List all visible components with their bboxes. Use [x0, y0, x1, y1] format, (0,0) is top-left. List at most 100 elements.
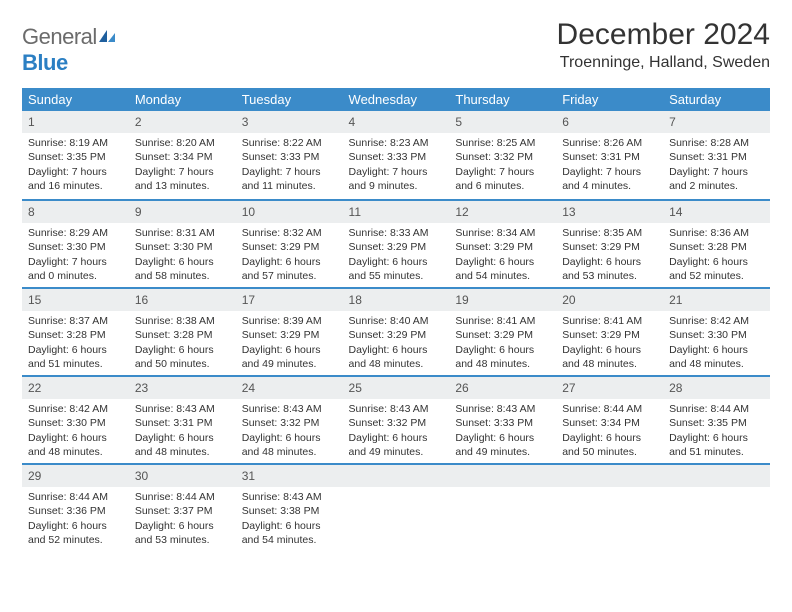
daylight-line: Daylight: 6 hours and 54 minutes. [242, 519, 337, 547]
day-body: Sunrise: 8:20 AMSunset: 3:34 PMDaylight:… [129, 133, 236, 197]
sunrise-line: Sunrise: 8:19 AM [28, 136, 123, 150]
sunrise-line: Sunrise: 8:43 AM [242, 490, 337, 504]
day-body: Sunrise: 8:23 AMSunset: 3:33 PMDaylight:… [343, 133, 450, 197]
sunrise-line: Sunrise: 8:44 AM [669, 402, 764, 416]
sunrise-line: Sunrise: 8:36 AM [669, 226, 764, 240]
calendar-day-cell: 5Sunrise: 8:25 AMSunset: 3:32 PMDaylight… [449, 111, 556, 199]
daylight-line: Daylight: 7 hours and 2 minutes. [669, 165, 764, 193]
sunrise-line: Sunrise: 8:33 AM [349, 226, 444, 240]
calendar-day-cell: 15Sunrise: 8:37 AMSunset: 3:28 PMDayligh… [22, 287, 129, 375]
day-number: 11 [343, 199, 450, 223]
day-body: Sunrise: 8:26 AMSunset: 3:31 PMDaylight:… [556, 133, 663, 197]
calendar-empty-cell [663, 463, 770, 551]
calendar-day-cell: 31Sunrise: 8:43 AMSunset: 3:38 PMDayligh… [236, 463, 343, 551]
day-number: 8 [22, 199, 129, 223]
daylight-line: Daylight: 6 hours and 52 minutes. [669, 255, 764, 283]
sunrise-line: Sunrise: 8:44 AM [135, 490, 230, 504]
month-title: December 2024 [557, 18, 770, 52]
location: Troenninge, Halland, Sweden [557, 54, 770, 72]
day-number: 7 [663, 111, 770, 133]
sunrise-line: Sunrise: 8:43 AM [135, 402, 230, 416]
sunset-line: Sunset: 3:36 PM [28, 504, 123, 518]
weekday-header-row: SundayMondayTuesdayWednesdayThursdayFrid… [22, 88, 770, 111]
calendar-day-cell: 18Sunrise: 8:40 AMSunset: 3:29 PMDayligh… [343, 287, 450, 375]
calendar-day-cell: 22Sunrise: 8:42 AMSunset: 3:30 PMDayligh… [22, 375, 129, 463]
day-number [449, 463, 556, 487]
day-body [449, 487, 556, 494]
daylight-line: Daylight: 6 hours and 49 minutes. [242, 343, 337, 371]
sunrise-line: Sunrise: 8:23 AM [349, 136, 444, 150]
calendar-day-cell: 9Sunrise: 8:31 AMSunset: 3:30 PMDaylight… [129, 199, 236, 287]
sunrise-line: Sunrise: 8:35 AM [562, 226, 657, 240]
sunset-line: Sunset: 3:34 PM [135, 150, 230, 164]
daylight-line: Daylight: 7 hours and 4 minutes. [562, 165, 657, 193]
sunset-line: Sunset: 3:28 PM [669, 240, 764, 254]
day-body: Sunrise: 8:25 AMSunset: 3:32 PMDaylight:… [449, 133, 556, 197]
sunrise-line: Sunrise: 8:25 AM [455, 136, 550, 150]
daylight-line: Daylight: 6 hours and 52 minutes. [28, 519, 123, 547]
day-number: 16 [129, 287, 236, 311]
day-body: Sunrise: 8:43 AMSunset: 3:32 PMDaylight:… [236, 399, 343, 463]
sunset-line: Sunset: 3:29 PM [455, 328, 550, 342]
sunset-line: Sunset: 3:32 PM [349, 416, 444, 430]
sunset-line: Sunset: 3:30 PM [28, 416, 123, 430]
sunset-line: Sunset: 3:29 PM [455, 240, 550, 254]
calendar-day-cell: 16Sunrise: 8:38 AMSunset: 3:28 PMDayligh… [129, 287, 236, 375]
sunset-line: Sunset: 3:33 PM [349, 150, 444, 164]
calendar-week-row: 29Sunrise: 8:44 AMSunset: 3:36 PMDayligh… [22, 463, 770, 551]
sunrise-line: Sunrise: 8:43 AM [242, 402, 337, 416]
calendar-day-cell: 19Sunrise: 8:41 AMSunset: 3:29 PMDayligh… [449, 287, 556, 375]
day-number: 15 [22, 287, 129, 311]
daylight-line: Daylight: 7 hours and 11 minutes. [242, 165, 337, 193]
daylight-line: Daylight: 6 hours and 50 minutes. [562, 431, 657, 459]
sunset-line: Sunset: 3:32 PM [242, 416, 337, 430]
daylight-line: Daylight: 6 hours and 53 minutes. [562, 255, 657, 283]
day-number: 24 [236, 375, 343, 399]
daylight-line: Daylight: 6 hours and 48 minutes. [242, 431, 337, 459]
day-body: Sunrise: 8:36 AMSunset: 3:28 PMDaylight:… [663, 223, 770, 287]
daylight-line: Daylight: 6 hours and 51 minutes. [669, 431, 764, 459]
daylight-line: Daylight: 6 hours and 58 minutes. [135, 255, 230, 283]
day-number: 18 [343, 287, 450, 311]
calendar-body: 1Sunrise: 8:19 AMSunset: 3:35 PMDaylight… [22, 111, 770, 551]
day-body: Sunrise: 8:44 AMSunset: 3:36 PMDaylight:… [22, 487, 129, 551]
sunrise-line: Sunrise: 8:40 AM [349, 314, 444, 328]
day-number: 28 [663, 375, 770, 399]
weekday-header: Wednesday [343, 88, 450, 111]
day-number: 3 [236, 111, 343, 133]
daylight-line: Daylight: 6 hours and 48 minutes. [349, 343, 444, 371]
daylight-line: Daylight: 6 hours and 50 minutes. [135, 343, 230, 371]
calendar-day-cell: 27Sunrise: 8:44 AMSunset: 3:34 PMDayligh… [556, 375, 663, 463]
sunrise-line: Sunrise: 8:26 AM [562, 136, 657, 150]
daylight-line: Daylight: 6 hours and 53 minutes. [135, 519, 230, 547]
day-body: Sunrise: 8:37 AMSunset: 3:28 PMDaylight:… [22, 311, 129, 375]
weekday-header: Monday [129, 88, 236, 111]
day-body: Sunrise: 8:43 AMSunset: 3:31 PMDaylight:… [129, 399, 236, 463]
day-number: 12 [449, 199, 556, 223]
day-body: Sunrise: 8:34 AMSunset: 3:29 PMDaylight:… [449, 223, 556, 287]
day-number: 17 [236, 287, 343, 311]
calendar-day-cell: 25Sunrise: 8:43 AMSunset: 3:32 PMDayligh… [343, 375, 450, 463]
weekday-header: Tuesday [236, 88, 343, 111]
sunset-line: Sunset: 3:33 PM [242, 150, 337, 164]
calendar-day-cell: 17Sunrise: 8:39 AMSunset: 3:29 PMDayligh… [236, 287, 343, 375]
sunset-line: Sunset: 3:30 PM [135, 240, 230, 254]
calendar-day-cell: 3Sunrise: 8:22 AMSunset: 3:33 PMDaylight… [236, 111, 343, 199]
day-number: 29 [22, 463, 129, 487]
day-body [556, 487, 663, 494]
calendar-week-row: 22Sunrise: 8:42 AMSunset: 3:30 PMDayligh… [22, 375, 770, 463]
day-number: 23 [129, 375, 236, 399]
calendar-day-cell: 12Sunrise: 8:34 AMSunset: 3:29 PMDayligh… [449, 199, 556, 287]
sunset-line: Sunset: 3:29 PM [562, 240, 657, 254]
day-number: 9 [129, 199, 236, 223]
calendar-day-cell: 4Sunrise: 8:23 AMSunset: 3:33 PMDaylight… [343, 111, 450, 199]
header: General Blue December 2024 Troenninge, H… [22, 18, 770, 76]
sunrise-line: Sunrise: 8:43 AM [349, 402, 444, 416]
weekday-header: Thursday [449, 88, 556, 111]
weekday-header: Friday [556, 88, 663, 111]
calendar-week-row: 1Sunrise: 8:19 AMSunset: 3:35 PMDaylight… [22, 111, 770, 199]
calendar-day-cell: 6Sunrise: 8:26 AMSunset: 3:31 PMDaylight… [556, 111, 663, 199]
day-body: Sunrise: 8:42 AMSunset: 3:30 PMDaylight:… [663, 311, 770, 375]
sunrise-line: Sunrise: 8:20 AM [135, 136, 230, 150]
day-number: 30 [129, 463, 236, 487]
